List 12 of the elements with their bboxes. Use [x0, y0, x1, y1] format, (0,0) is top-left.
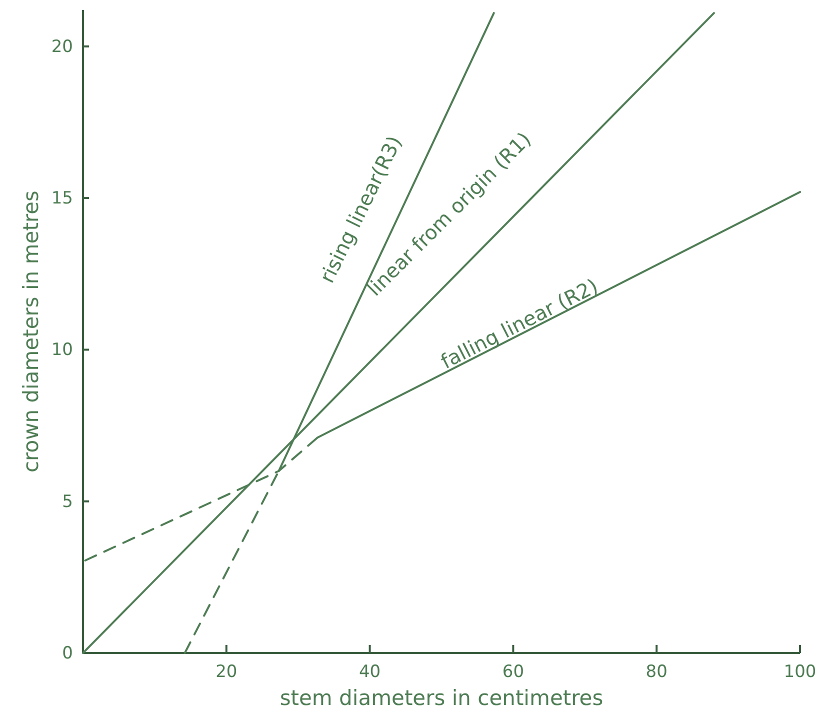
- x-tick-label: 100: [784, 662, 816, 682]
- y-tick-label: 20: [51, 36, 73, 57]
- y-tick-label: 10: [51, 340, 73, 360]
- y-tick-label: 15: [51, 188, 73, 208]
- x-tick-label: 80: [646, 662, 668, 682]
- y-axis-title: crown diameters in metres: [19, 190, 43, 473]
- x-axis-title: stem diameters in centimetres: [280, 686, 604, 710]
- x-tick-label: 20: [216, 662, 238, 682]
- x-tick-label: 60: [502, 662, 524, 682]
- y-tick-label: 5: [62, 492, 73, 512]
- x-tick-label: 40: [358, 662, 381, 682]
- y-tick-label: 0: [62, 643, 73, 664]
